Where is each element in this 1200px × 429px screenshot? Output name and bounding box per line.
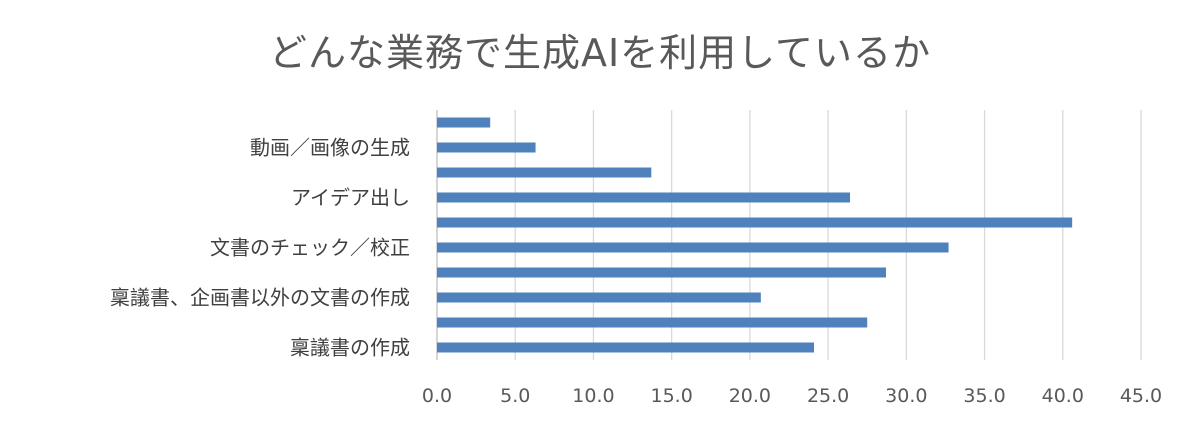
category-label: 動画／画像の生成 xyxy=(250,136,410,160)
x-tick-label: 20.0 xyxy=(729,385,771,407)
bar xyxy=(437,217,1073,228)
category-labels: 動画／画像の生成アイデア出し文書のチェック／校正稟議書、企画書以外の文書の作成稟… xyxy=(110,136,410,360)
x-axis-ticks: 0.0 5.0 10.0 15.0 20.0 25.0 30.0 35.0 40.0 45.0 xyxy=(422,385,1162,407)
bar xyxy=(437,292,761,303)
chart-title: どんな業務で生成AIを利用しているか xyxy=(268,31,932,75)
x-tick-label: 45.0 xyxy=(1120,385,1162,407)
x-tick-label: 30.0 xyxy=(885,385,927,407)
category-label: 稟議書の作成 xyxy=(290,336,410,360)
gridlines xyxy=(436,110,1142,360)
x-tick-label: 10.0 xyxy=(572,385,614,407)
x-tick-label: 15.0 xyxy=(651,385,693,407)
category-label: 文書のチェック／校正 xyxy=(210,236,410,260)
x-tick-label: 5.0 xyxy=(500,385,530,407)
x-tick-label: 35.0 xyxy=(963,385,1005,407)
category-label: 稟議書、企画書以外の文書の作成 xyxy=(110,286,410,310)
bars xyxy=(437,117,1073,353)
x-tick-label: 25.0 xyxy=(807,385,849,407)
bar xyxy=(437,317,868,328)
x-tick-label: 0.0 xyxy=(422,385,452,407)
bar xyxy=(437,342,815,353)
category-label: アイデア出し xyxy=(291,186,410,210)
bar xyxy=(437,242,949,253)
bar xyxy=(437,167,652,178)
bar xyxy=(437,117,491,128)
x-tick-label: 40.0 xyxy=(1042,385,1084,407)
bar xyxy=(437,192,851,203)
bar xyxy=(437,267,886,278)
bar xyxy=(437,142,536,153)
